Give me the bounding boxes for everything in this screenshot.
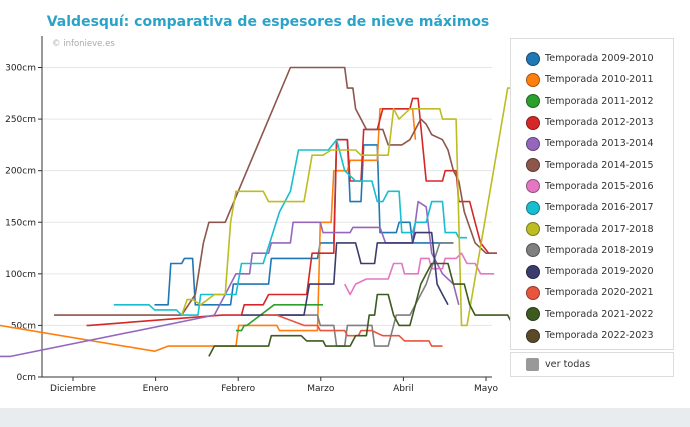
legend-label: Temporada 2012-2013 <box>545 117 654 129</box>
legend-dot-icon <box>526 243 540 258</box>
chart-plot: 0cm 50cm 100cm 150cm 200cm 250cm 300cm Diciembr… <box>0 36 576 394</box>
legend-label: Temporada 2011-2012 <box>545 95 654 107</box>
axes: 0cm 50cm 100cm 150cm 200cm 250cm 300cm Diciembr… <box>5 36 499 394</box>
x-tick-label: Mayo <box>474 384 499 394</box>
show-all-button[interactable]: ver todas <box>510 352 674 377</box>
show-all-label: ver todas <box>545 359 591 370</box>
legend-label: Temporada 2016-2017 <box>545 202 654 214</box>
legend-label: Temporada 2017-2018 <box>545 223 654 235</box>
legend-label: Temporada 2021-2022 <box>545 308 654 320</box>
legend-dot-icon <box>526 264 540 279</box>
legend-dot-icon <box>526 222 540 237</box>
legend-dot-icon <box>526 115 540 130</box>
legend: Temporada 2009-2010 Temporada 2010-2011 Te… <box>510 38 674 350</box>
legend-label: Temporada 2019-2020 <box>545 266 654 278</box>
legend-label: Temporada 2014-2015 <box>545 159 654 171</box>
legend-label: Temporada 2013-2014 <box>545 138 654 150</box>
x-tick-label: Abril <box>393 384 414 394</box>
legend-item[interactable]: Temporada 2018-2019 <box>511 240 673 261</box>
legend-label: Temporada 2015-2016 <box>545 180 654 192</box>
series-lines <box>0 66 576 358</box>
legend-item[interactable]: Temporada 2021-2022 <box>511 304 673 325</box>
y-tick-label: 100cm <box>5 270 36 280</box>
y-tick-label: 200cm <box>5 167 36 177</box>
series-line-7[interactable] <box>113 138 467 316</box>
legend-item[interactable]: Temporada 2013-2014 <box>511 133 673 154</box>
legend-dot-icon <box>526 307 540 322</box>
y-tick-label: 300cm <box>5 64 36 74</box>
legend-item[interactable]: Temporada 2019-2020 <box>511 261 673 282</box>
legend-item[interactable]: Temporada 2014-2015 <box>511 154 673 175</box>
y-tick-label: 250cm <box>5 115 36 125</box>
legend-label: Temporada 2018-2019 <box>545 244 654 256</box>
watermark: © infonieve.es <box>52 39 115 49</box>
legend-label: Temporada 2009-2010 <box>545 53 654 65</box>
legend-dot-icon <box>526 94 540 109</box>
legend-item[interactable]: Temporada 2016-2017 <box>511 197 673 218</box>
legend-item[interactable]: Temporada 2010-2011 <box>511 69 673 90</box>
show-all-icon <box>526 358 539 371</box>
y-tick-label: 50cm <box>11 321 36 331</box>
legend-item[interactable]: Temporada 2022-2023 <box>511 325 673 346</box>
series-line-2[interactable] <box>236 303 323 332</box>
legend-item[interactable]: Temporada 2011-2012 <box>511 91 673 112</box>
legend-dot-icon <box>526 51 540 66</box>
page-title: Valdesquí: comparativa de espesores de n… <box>46 14 490 30</box>
x-tick-label: Marzo <box>307 384 335 394</box>
legend-item[interactable]: Temporada 2009-2010 <box>511 48 673 69</box>
legend-dot-icon <box>526 158 540 173</box>
legend-dot-icon <box>526 72 540 87</box>
series-line-4[interactable] <box>0 200 460 358</box>
x-tick-label: Diciembre <box>50 384 96 394</box>
legend-label: Temporada 2010-2011 <box>545 74 654 86</box>
y-tick-label: 0cm <box>17 373 36 383</box>
legend-dot-icon <box>526 200 540 215</box>
series-line-1[interactable] <box>0 108 417 353</box>
legend-item[interactable]: Temporada 2015-2016 <box>511 176 673 197</box>
legend-dot-icon <box>526 136 540 151</box>
series-line-12[interactable] <box>208 262 549 357</box>
legend-label: Temporada 2022-2023 <box>545 330 654 341</box>
x-tick-label: Enero <box>143 384 169 394</box>
legend-item[interactable]: Temporada 2012-2013 <box>511 112 673 133</box>
legend-item[interactable]: Temporada 2020-2021 <box>511 282 673 303</box>
x-tick-label: Febrero <box>221 384 255 394</box>
series-line-10[interactable] <box>241 231 449 316</box>
series-line-5[interactable] <box>54 66 497 316</box>
series-line-6[interactable] <box>343 252 495 296</box>
series-line-3[interactable] <box>86 97 497 327</box>
y-tick-label: 150cm <box>5 218 36 228</box>
legend-label: Temporada 2020-2021 <box>545 287 654 299</box>
series-line-9[interactable] <box>274 242 454 347</box>
legend-item[interactable]: Temporada 2017-2018 <box>511 218 673 239</box>
legend-dot-icon <box>526 285 540 300</box>
legend-dot-icon <box>526 328 540 343</box>
series-line-0[interactable] <box>154 138 454 306</box>
legend-dot-icon <box>526 179 540 194</box>
